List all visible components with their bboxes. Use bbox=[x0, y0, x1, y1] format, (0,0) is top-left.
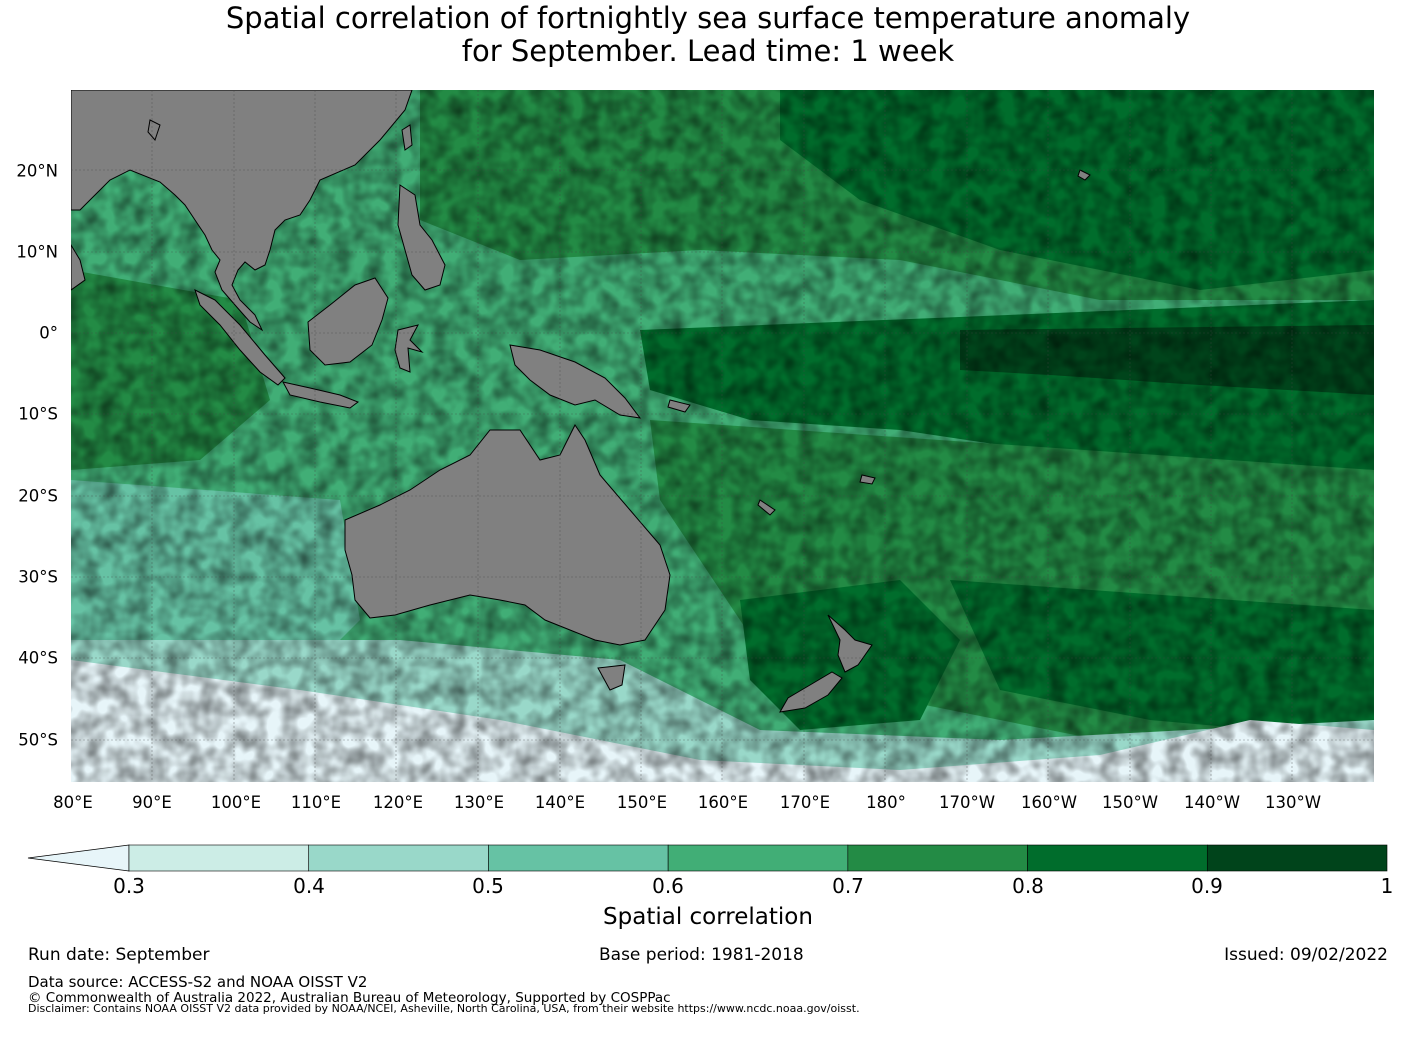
lon-label: 170°W bbox=[938, 793, 996, 812]
disclaimer: Disclaimer: Contains NOAA OISST V2 data … bbox=[28, 1002, 860, 1015]
land-sumatra bbox=[194, 289, 286, 386]
lon-label: 110°E bbox=[290, 793, 342, 812]
land-vanuatu bbox=[757, 499, 776, 516]
land-asia bbox=[71, 90, 413, 332]
lat-label: 10°S bbox=[18, 404, 58, 424]
lat-label: 20°N bbox=[16, 161, 58, 181]
land-tasmania bbox=[597, 664, 626, 691]
lon-label: 90°E bbox=[132, 793, 172, 812]
land-philippines bbox=[397, 184, 446, 291]
lon-label: 160°E bbox=[697, 793, 749, 812]
colorbar-segment bbox=[847, 844, 1028, 872]
lon-label: 140°W bbox=[1183, 793, 1241, 812]
data-source: Data source: ACCESS-S2 and NOAA OISST V2 bbox=[28, 973, 368, 991]
lat-label: 0° bbox=[39, 323, 58, 343]
lat-label: 30°S bbox=[18, 567, 58, 587]
title-line-1: Spatial correlation of fortnightly sea s… bbox=[225, 1, 1191, 35]
colorbar-segment bbox=[1206, 844, 1388, 872]
colorbar-tick: 0.7 bbox=[832, 874, 864, 898]
lon-label: 150°E bbox=[616, 793, 668, 812]
colorbar-tick: 0.5 bbox=[472, 874, 504, 898]
lat-label: 40°S bbox=[18, 648, 58, 668]
lon-label: 80°E bbox=[53, 793, 93, 812]
colorbar-label: Spatial correlation bbox=[603, 904, 813, 930]
lat-label: 50°S bbox=[18, 730, 58, 750]
land-solomon bbox=[667, 399, 691, 413]
lon-label: 160°W bbox=[1020, 793, 1078, 812]
lon-label: 100°E bbox=[210, 793, 262, 812]
land bbox=[71, 90, 1091, 713]
lon-label: 180° bbox=[866, 793, 906, 812]
land-sulawesi bbox=[394, 324, 424, 373]
land-taiwan bbox=[401, 124, 413, 151]
land-india bbox=[71, 244, 86, 291]
lon-label: 120°E bbox=[372, 793, 424, 812]
land-borneo bbox=[307, 277, 389, 366]
run-date: Run date: September bbox=[28, 945, 210, 965]
land-fiji bbox=[859, 474, 876, 485]
colorbar-segment bbox=[667, 844, 849, 872]
land-java bbox=[282, 381, 360, 409]
colorbar bbox=[27, 844, 1388, 872]
chart-title: Spatial correlation of fortnightly sea s… bbox=[0, 2, 1416, 68]
land-australia bbox=[344, 424, 671, 646]
base-period: Base period: 1981-2018 bbox=[599, 945, 804, 965]
colorbar-segment bbox=[308, 844, 489, 872]
land-hawaii bbox=[1077, 169, 1091, 181]
lon-label: 130°E bbox=[453, 793, 505, 812]
lat-label: 20°S bbox=[18, 486, 58, 506]
colorbar-extend-min bbox=[27, 844, 130, 872]
lon-label: 170°E bbox=[779, 793, 831, 812]
land-new-guinea bbox=[509, 344, 642, 419]
land-nz-north bbox=[827, 614, 873, 673]
issued-date: Issued: 09/02/2022 bbox=[1224, 945, 1388, 965]
colorbar-tick: 0.3 bbox=[113, 874, 145, 898]
colorbar-tick: 0.6 bbox=[652, 874, 684, 898]
land-sri-lanka bbox=[147, 119, 161, 141]
land-nz-south bbox=[779, 671, 843, 713]
lon-label: 140°E bbox=[534, 793, 586, 812]
colorbar-segment bbox=[488, 844, 669, 872]
colorbar-segment bbox=[1027, 844, 1208, 872]
title-line-2: for September. Lead time: 1 week bbox=[461, 34, 955, 68]
lon-label: 130°W bbox=[1264, 793, 1322, 812]
gridlines bbox=[71, 90, 1374, 782]
colorbar-tick: 0.9 bbox=[1191, 874, 1223, 898]
colorbar-tick: 1 bbox=[1380, 874, 1394, 898]
lat-label: 10°N bbox=[16, 242, 58, 262]
lon-label: 150°W bbox=[1101, 793, 1159, 812]
colorbar-tick: 0.4 bbox=[293, 874, 325, 898]
colorbar-segment bbox=[128, 844, 310, 872]
copyright: © Commonwealth of Australia 2022, Austra… bbox=[28, 990, 671, 1006]
map-area bbox=[71, 90, 1374, 782]
colorbar-tick: 0.8 bbox=[1012, 874, 1044, 898]
